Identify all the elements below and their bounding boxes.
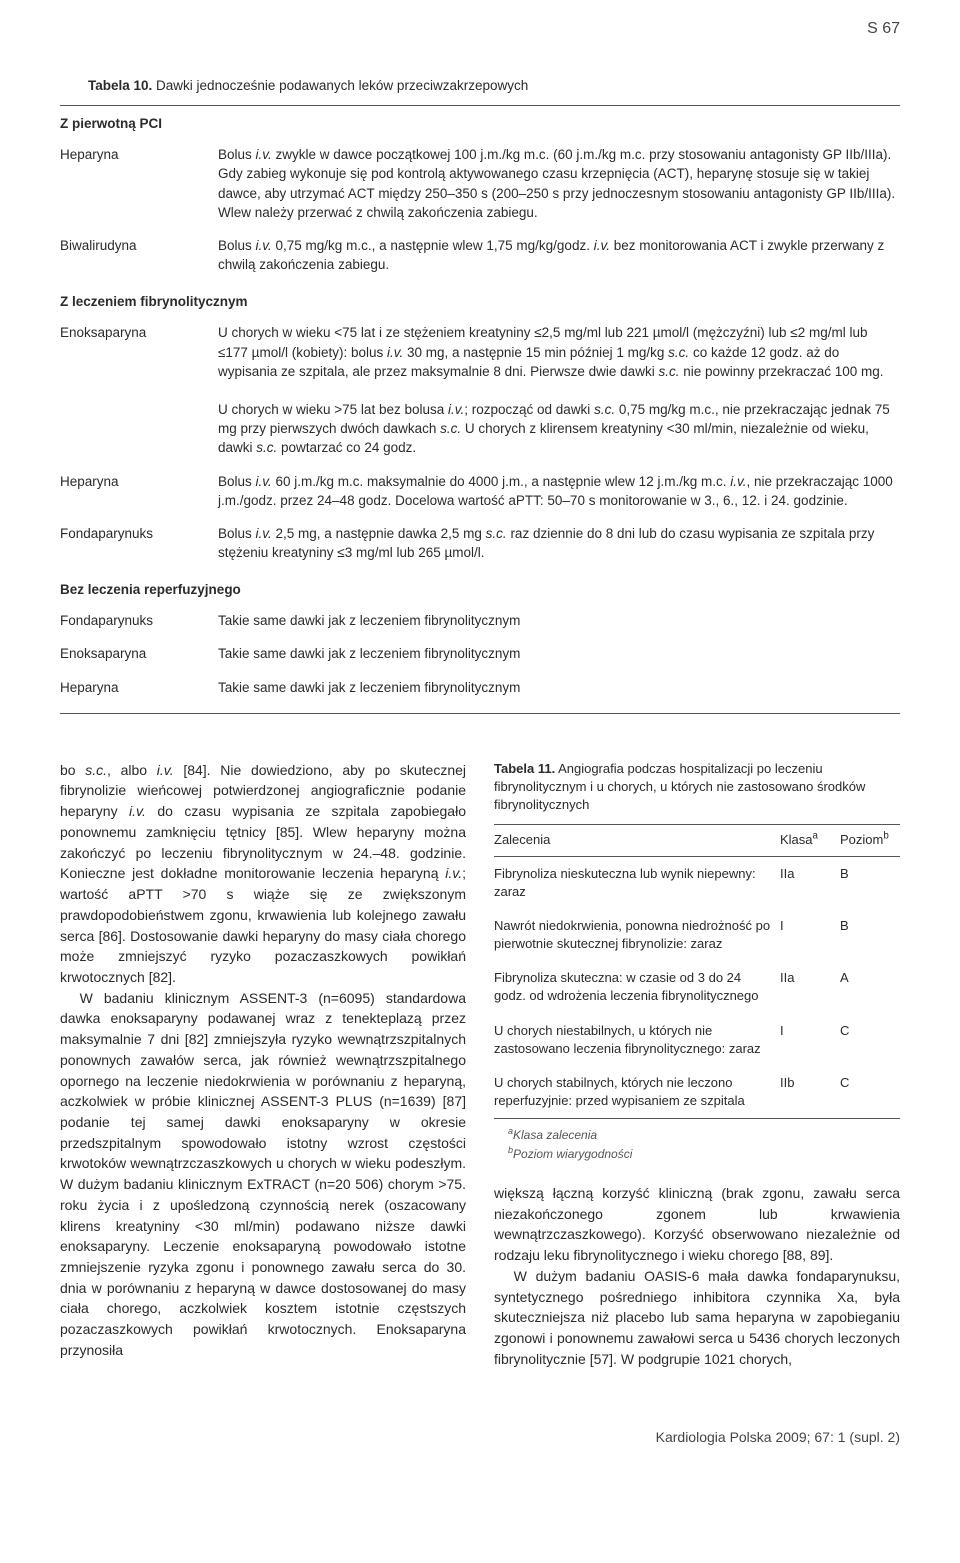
table-10-row-label: Biwalirudyna [60, 236, 218, 274]
table-11-hdr-c1: Zalecenia [494, 831, 780, 849]
table-11-note: aKlasa zalecenia [508, 1127, 900, 1144]
body-paragraph: W dużym badaniu OASIS-6 mała dawka fonda… [494, 1266, 900, 1370]
table-11-cell: C [840, 1022, 900, 1058]
table-10-row-label: Enoksaparyna [60, 644, 218, 663]
table-10-row: FondaparynuksBolus i.v. 2,5 mg, a następ… [60, 520, 900, 572]
right-column: Tabela 11. Angiografia podczas hospitali… [494, 760, 900, 1370]
table-11-cell: B [840, 917, 900, 953]
table-10-row-value: U chorych w wieku <75 lat i ze stężeniem… [218, 323, 900, 457]
page-number: S 67 [867, 20, 900, 38]
table-10-row-value: Bolus i.v. zwykle w dawce początkowej 10… [218, 145, 900, 222]
body-columns: bo s.c., albo i.v. [84]. Nie dowiedziono… [60, 760, 900, 1370]
table-10-row: HeparynaTakie same dawki jak z leczeniem… [60, 674, 900, 707]
page: S 67 Tabela 10. Dawki jednocześnie podaw… [0, 0, 960, 1475]
table-10-row-label: Enoksaparyna [60, 323, 218, 457]
table-11-hdr-c2: Klasaa [780, 831, 840, 849]
table-10-section-heading: Z pierwotną PCI [60, 106, 900, 141]
body-paragraph: W badaniu klinicznym ASSENT-3 (n=6095) s… [60, 988, 466, 1361]
table-10-row: HeparynaBolus i.v. 60 j.m./kg m.c. maksy… [60, 468, 900, 520]
table-11-notes: aKlasa zalecenia bPoziom wiarygodności [494, 1118, 900, 1163]
table-10-row-value: Bolus i.v. 60 j.m./kg m.c. maksymalnie d… [218, 472, 900, 510]
journal-footer: Kardiologia Polska 2009; 67: 1 (supl. 2) [60, 1429, 900, 1445]
body-paragraph: bo s.c., albo i.v. [84]. Nie dowiedziono… [60, 760, 466, 988]
table-11-cell: I [780, 1022, 840, 1058]
table-11-cell: B [840, 865, 900, 901]
table-10-row: EnoksaparynaTakie same dawki jak z lecze… [60, 640, 900, 673]
table-10-bottom-rule [60, 713, 900, 714]
table-10: Tabela 10. Dawki jednocześnie podawanych… [60, 76, 900, 714]
table-10-row: HeparynaBolus i.v. zwykle w dawce począt… [60, 141, 900, 232]
table-10-title: Tabela 10. Dawki jednocześnie podawanych… [60, 76, 900, 106]
body-paragraph: większą łączną korzyść kliniczną (brak z… [494, 1183, 900, 1266]
table-11-header-row: Zalecenia Klasaa Poziomb [494, 825, 900, 856]
table-10-row: EnoksaparynaU chorych w wieku <75 lat i … [60, 319, 900, 467]
table-10-row-value: Takie same dawki jak z leczeniem fibryno… [218, 678, 900, 697]
table-10-section-heading: Bez leczenia reperfuzyjnego [60, 572, 900, 607]
table-10-row-label: Fondaparynuks [60, 524, 218, 562]
table-10-row-label: Heparyna [60, 678, 218, 697]
table-10-row-value: Takie same dawki jak z leczeniem fibryno… [218, 611, 900, 630]
table-11-row: Fibrynoliza skuteczna: w czasie od 3 do … [494, 961, 900, 1013]
table-10-row-value: Bolus i.v. 0,75 mg/kg m.c., a następnie … [218, 236, 900, 274]
table-11-cell: I [780, 917, 840, 953]
table-11-cell: IIa [780, 865, 840, 901]
table-11-row: U chorych stabilnych, których nie leczon… [494, 1066, 900, 1118]
table-11-rows: Fibrynoliza nieskuteczna lub wynik niepe… [494, 857, 900, 1119]
table-11-title-label: Tabela 11. [494, 761, 555, 776]
left-column: bo s.c., albo i.v. [84]. Nie dowiedziono… [60, 760, 466, 1370]
table-11-hdr-c3: Poziomb [840, 831, 900, 849]
table-11-cell: IIb [780, 1074, 840, 1110]
table-11-cell: A [840, 969, 900, 1005]
table-10-row-label: Fondaparynuks [60, 611, 218, 630]
table-11-cell: Fibrynoliza skuteczna: w czasie od 3 do … [494, 969, 780, 1005]
table-11-cell: Fibrynoliza nieskuteczna lub wynik niepe… [494, 865, 780, 901]
table-10-row: BiwalirudynaBolus i.v. 0,75 mg/kg m.c., … [60, 232, 900, 284]
table-10-section-heading: Z leczeniem fibrynolitycznym [60, 284, 900, 319]
table-11-row: Nawrót niedokrwienia, ponowna niedrożnoś… [494, 909, 900, 961]
table-11: Tabela 11. Angiografia podczas hospitali… [494, 760, 900, 1163]
table-11-row: Fibrynoliza nieskuteczna lub wynik niepe… [494, 857, 900, 909]
table-10-row: FondaparynuksTakie same dawki jak z lecz… [60, 607, 900, 640]
table-10-row-label: Heparyna [60, 472, 218, 510]
table-10-row-value: Takie same dawki jak z leczeniem fibryno… [218, 644, 900, 663]
table-10-row-label: Heparyna [60, 145, 218, 222]
table-11-title: Tabela 11. Angiografia podczas hospitali… [494, 760, 900, 826]
table-11-cell: C [840, 1074, 900, 1110]
table-10-body: Z pierwotną PCIHeparynaBolus i.v. zwykle… [60, 106, 900, 707]
table-11-row: U chorych niestabilnych, u których nie z… [494, 1014, 900, 1066]
right-column-paragraphs: większą łączną korzyść kliniczną (brak z… [494, 1183, 900, 1369]
table-10-title-label: Tabela 10. [88, 78, 152, 93]
table-11-cell: U chorych stabilnych, których nie leczon… [494, 1074, 780, 1110]
table-11-cell: Nawrót niedokrwienia, ponowna niedrożnoś… [494, 917, 780, 953]
table-11-cell: IIa [780, 969, 840, 1005]
table-11-cell: U chorych niestabilnych, u których nie z… [494, 1022, 780, 1058]
table-10-row-value: Bolus i.v. 2,5 mg, a następnie dawka 2,5… [218, 524, 900, 562]
table-11-note: bPoziom wiarygodności [508, 1146, 900, 1163]
table-10-title-rest: Dawki jednocześnie podawanych leków prze… [152, 78, 528, 93]
